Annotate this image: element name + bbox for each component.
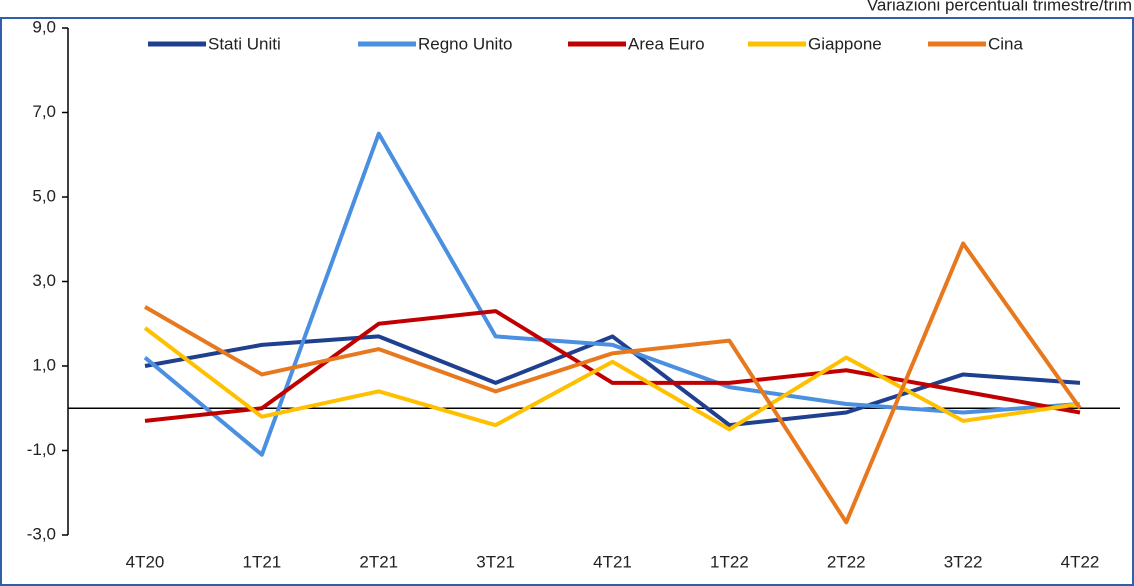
legend-label: Giappone: [808, 34, 882, 53]
chart-frame: [0, 17, 1134, 586]
series-line: [143, 131, 1081, 457]
chart-subtitle: Variazioni percentuali trimestre/trim: [867, 0, 1132, 14]
y-tick-label: 1,0: [32, 355, 56, 374]
x-tick-label: 4T22: [1061, 552, 1100, 571]
series-line: [144, 309, 1081, 423]
x-tick-label: 1T22: [710, 552, 749, 571]
legend-label: Regno Unito: [418, 34, 513, 53]
series-line: [143, 326, 1081, 432]
x-tick-label: 1T21: [243, 552, 282, 571]
x-tick-label: 4T21: [593, 552, 632, 571]
legend-label: Stati Uniti: [208, 34, 281, 53]
y-tick-label: -1,0: [27, 440, 56, 459]
y-tick-label: -3,0: [27, 524, 56, 543]
y-tick-label: 7,0: [32, 102, 56, 121]
legend-label: Cina: [988, 34, 1024, 53]
x-tick-label: 3T21: [476, 552, 515, 571]
y-tick-label: 3,0: [32, 271, 56, 290]
x-tick-label: 3T22: [944, 552, 983, 571]
x-tick-label: 2T21: [359, 552, 398, 571]
x-tick-label: 4T20: [126, 552, 165, 571]
legend-label: Area Euro: [628, 34, 705, 53]
x-tick-label: 2T22: [827, 552, 866, 571]
series-line: [143, 241, 1082, 525]
y-tick-label: 5,0: [32, 186, 56, 205]
y-tick-label: 9,0: [32, 17, 56, 36]
